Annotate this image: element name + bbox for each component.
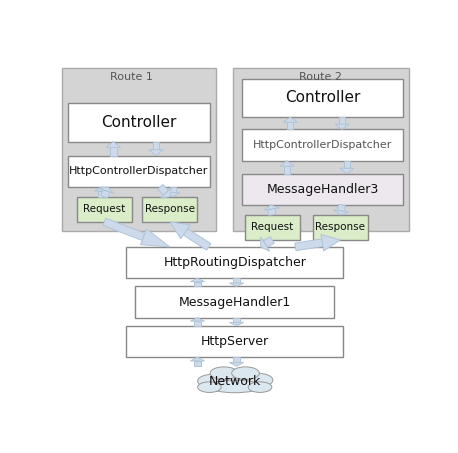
Text: Route 1: Route 1 xyxy=(109,72,153,82)
Bar xyxy=(233,68,409,231)
Bar xyxy=(68,103,210,141)
Polygon shape xyxy=(183,229,211,250)
Polygon shape xyxy=(101,190,109,198)
Text: HttpServer: HttpServer xyxy=(201,335,269,348)
Ellipse shape xyxy=(232,367,259,380)
Polygon shape xyxy=(191,318,205,321)
Bar xyxy=(126,247,343,278)
Bar xyxy=(194,361,201,366)
Bar xyxy=(233,278,240,283)
Bar xyxy=(233,318,240,323)
Polygon shape xyxy=(263,236,274,247)
Polygon shape xyxy=(229,362,244,366)
Bar xyxy=(313,215,368,240)
Bar xyxy=(194,321,201,326)
Bar xyxy=(242,79,403,117)
Polygon shape xyxy=(338,204,345,212)
Polygon shape xyxy=(160,188,172,198)
Polygon shape xyxy=(158,184,169,195)
Text: MessageHandler1: MessageHandler1 xyxy=(179,295,291,308)
Bar xyxy=(242,130,403,161)
Text: HttpControllerDispatcher: HttpControllerDispatcher xyxy=(253,140,392,150)
Bar xyxy=(344,161,350,168)
Ellipse shape xyxy=(242,373,273,387)
Polygon shape xyxy=(335,124,349,130)
Bar xyxy=(169,187,176,193)
Text: Response: Response xyxy=(315,222,365,232)
Bar xyxy=(110,147,116,155)
Text: Controller: Controller xyxy=(101,115,177,130)
Text: Route 2: Route 2 xyxy=(299,72,342,82)
Polygon shape xyxy=(170,222,190,239)
Polygon shape xyxy=(99,187,114,193)
Polygon shape xyxy=(261,237,270,251)
Bar xyxy=(98,191,105,197)
Bar xyxy=(68,155,210,187)
Polygon shape xyxy=(149,149,163,155)
Text: Request: Request xyxy=(83,204,125,214)
Polygon shape xyxy=(94,187,109,191)
Text: Response: Response xyxy=(145,204,195,214)
Bar xyxy=(284,166,290,173)
Text: Network: Network xyxy=(208,375,261,388)
Ellipse shape xyxy=(208,380,261,393)
Polygon shape xyxy=(321,235,340,251)
Text: HttpRoutingDispatcher: HttpRoutingDispatcher xyxy=(164,256,306,269)
Bar xyxy=(136,286,334,318)
Polygon shape xyxy=(268,208,276,215)
Ellipse shape xyxy=(198,382,221,392)
Bar xyxy=(233,357,240,362)
Bar xyxy=(61,68,216,231)
Bar xyxy=(153,141,159,149)
Text: MessageHandler3: MessageHandler3 xyxy=(267,183,379,196)
Bar xyxy=(142,197,197,222)
Polygon shape xyxy=(106,141,120,147)
Polygon shape xyxy=(280,161,294,166)
Polygon shape xyxy=(166,193,180,197)
Polygon shape xyxy=(283,117,297,122)
Text: Request: Request xyxy=(251,222,293,232)
Ellipse shape xyxy=(248,382,272,392)
Bar xyxy=(245,215,300,240)
Bar xyxy=(287,122,294,130)
Bar xyxy=(77,197,132,222)
Ellipse shape xyxy=(213,370,256,387)
Text: HttpControllerDispatcher: HttpControllerDispatcher xyxy=(69,166,208,176)
Polygon shape xyxy=(295,239,323,251)
Bar xyxy=(194,282,201,286)
Polygon shape xyxy=(333,210,349,215)
Ellipse shape xyxy=(198,374,228,388)
Polygon shape xyxy=(103,218,145,241)
Bar xyxy=(126,326,343,357)
Polygon shape xyxy=(229,323,244,326)
Ellipse shape xyxy=(210,367,238,380)
Polygon shape xyxy=(191,278,205,282)
Polygon shape xyxy=(229,283,244,286)
Polygon shape xyxy=(141,229,170,247)
Polygon shape xyxy=(264,205,279,210)
Polygon shape xyxy=(191,357,205,361)
Text: Controller: Controller xyxy=(285,91,360,106)
Polygon shape xyxy=(340,168,354,173)
Bar xyxy=(242,173,403,205)
Bar xyxy=(339,117,345,124)
